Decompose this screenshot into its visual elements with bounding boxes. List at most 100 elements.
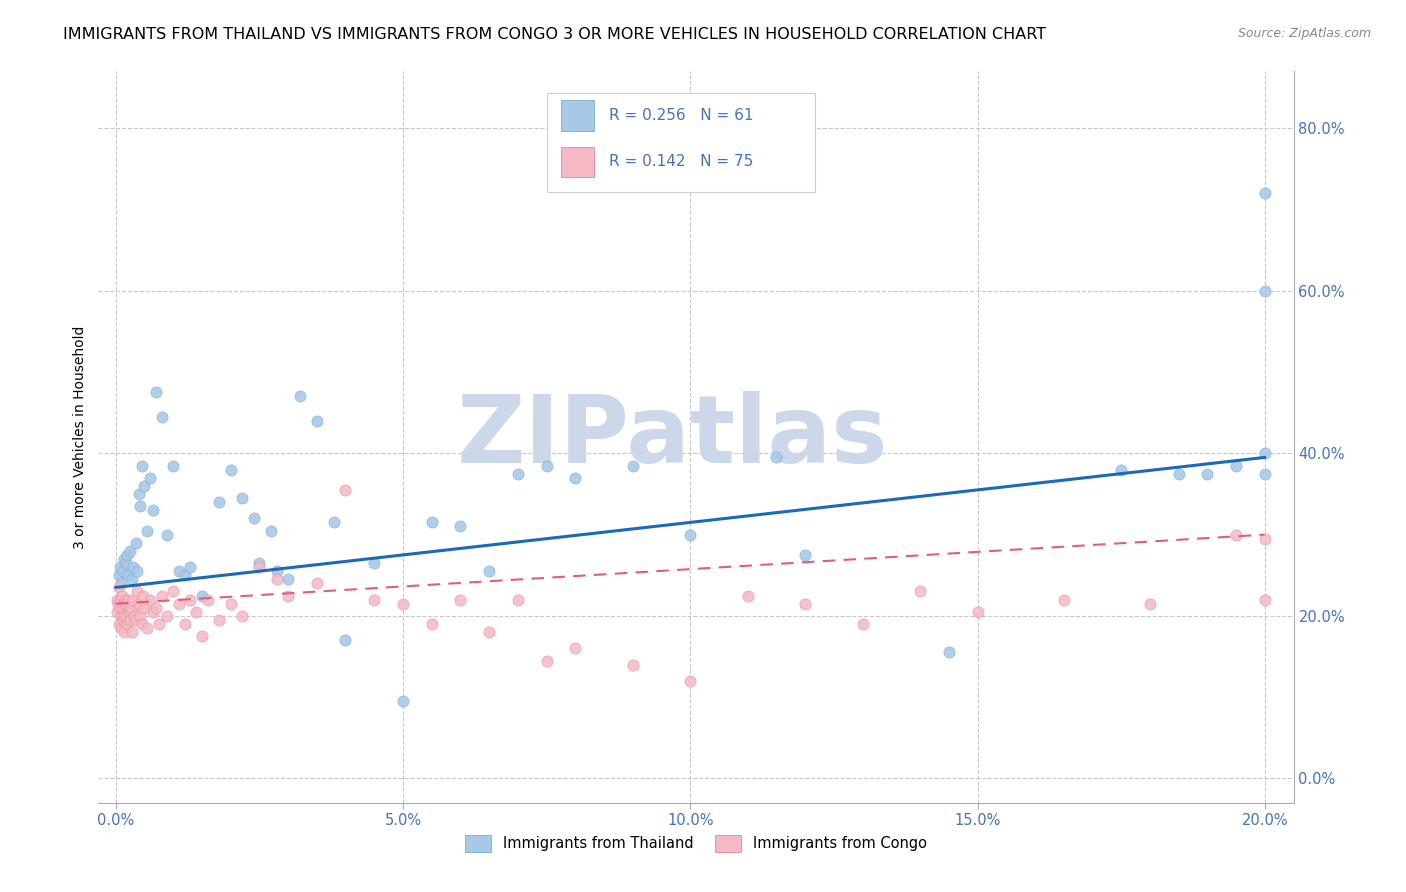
Point — [1167, 467, 1189, 481]
Point — [208, 495, 231, 509]
FancyBboxPatch shape — [547, 94, 815, 192]
Point — [112, 552, 135, 566]
Point — [131, 617, 153, 632]
Point — [679, 527, 702, 541]
Point — [305, 576, 328, 591]
Point — [266, 572, 288, 586]
Point — [111, 564, 134, 578]
Point — [118, 613, 141, 627]
Point — [173, 617, 195, 632]
Point — [108, 592, 131, 607]
Point — [363, 592, 385, 607]
Point — [536, 458, 558, 473]
Point — [1109, 462, 1132, 476]
Text: IMMIGRANTS FROM THAILAND VS IMMIGRANTS FROM CONGO 3 OR MORE VEHICLES IN HOUSEHOL: IMMIGRANTS FROM THAILAND VS IMMIGRANTS F… — [63, 27, 1046, 42]
Point — [110, 576, 132, 591]
Point — [392, 694, 415, 708]
Point — [121, 572, 143, 586]
Point — [191, 589, 214, 603]
Point — [277, 572, 299, 586]
Point — [107, 617, 129, 632]
Point — [260, 524, 283, 538]
Point — [156, 608, 179, 623]
Point — [107, 568, 129, 582]
Point — [115, 608, 138, 623]
Point — [305, 414, 328, 428]
Point — [156, 527, 179, 541]
Point — [908, 584, 931, 599]
Point — [219, 597, 242, 611]
Point — [125, 613, 148, 627]
Point — [277, 589, 299, 603]
Point — [125, 584, 148, 599]
Point — [162, 458, 184, 473]
Point — [173, 568, 195, 582]
Point — [938, 645, 960, 659]
Point — [266, 564, 288, 578]
Point — [179, 592, 201, 607]
Point — [114, 592, 136, 607]
Point — [449, 592, 471, 607]
Point — [115, 556, 138, 570]
Point — [115, 597, 138, 611]
Point — [128, 597, 150, 611]
Point — [765, 450, 787, 465]
Point — [1254, 532, 1277, 546]
Point — [128, 487, 150, 501]
Point — [108, 581, 131, 595]
Point — [132, 589, 155, 603]
Point — [247, 560, 270, 574]
Point — [621, 458, 644, 473]
Point — [794, 548, 817, 562]
Point — [208, 613, 231, 627]
Point — [112, 600, 135, 615]
Point — [197, 592, 219, 607]
Text: R = 0.142   N = 75: R = 0.142 N = 75 — [609, 154, 754, 169]
Point — [1254, 446, 1277, 460]
Point — [111, 589, 134, 603]
Point — [536, 654, 558, 668]
Point — [120, 600, 142, 615]
Point — [191, 629, 214, 643]
Point — [114, 597, 136, 611]
Point — [288, 389, 311, 403]
Point — [122, 560, 145, 574]
Point — [564, 641, 586, 656]
Point — [478, 564, 501, 578]
Point — [110, 560, 132, 574]
Point — [506, 592, 529, 607]
Text: Source: ZipAtlas.com: Source: ZipAtlas.com — [1237, 27, 1371, 40]
Point — [131, 458, 153, 473]
Point — [134, 479, 156, 493]
Point — [128, 499, 150, 513]
FancyBboxPatch shape — [561, 100, 595, 131]
Point — [148, 617, 170, 632]
Point — [117, 568, 139, 582]
Point — [139, 471, 162, 485]
Text: ZIPatlas: ZIPatlas — [457, 391, 887, 483]
Point — [139, 592, 162, 607]
Point — [136, 621, 159, 635]
Point — [110, 621, 132, 635]
Point — [621, 657, 644, 672]
Point — [506, 467, 529, 481]
Point — [420, 516, 443, 530]
Point — [150, 589, 173, 603]
Point — [564, 471, 586, 485]
Point — [125, 535, 148, 549]
Point — [1225, 527, 1247, 541]
Y-axis label: 3 or more Vehicles in Household: 3 or more Vehicles in Household — [73, 326, 87, 549]
Point — [1053, 592, 1076, 607]
Point — [966, 605, 988, 619]
Point — [118, 605, 141, 619]
Point — [145, 385, 167, 400]
Point — [679, 673, 702, 688]
Point — [1254, 592, 1277, 607]
FancyBboxPatch shape — [561, 146, 595, 178]
Point — [420, 617, 443, 632]
Point — [136, 524, 159, 538]
Point — [1254, 467, 1277, 481]
Point — [122, 592, 145, 607]
Point — [121, 625, 143, 640]
Point — [150, 409, 173, 424]
